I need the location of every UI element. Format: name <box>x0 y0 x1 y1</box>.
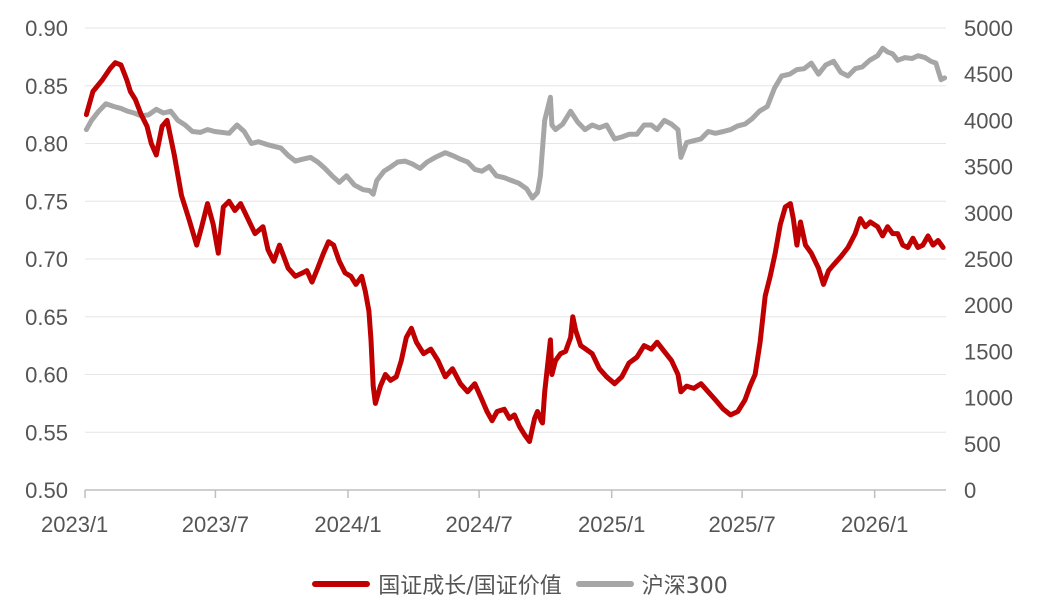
x-tick-label: 2025/1 <box>578 512 645 537</box>
left-y-tick-label: 0.80 <box>25 132 68 157</box>
x-tick-label: 2024/1 <box>314 512 381 537</box>
chart-canvas: 0.50 0.55 0.60 0.65 0.70 0.75 0.80 0.85 0.90 0 50… <box>25 16 1013 537</box>
right-y-tick-label: 2500 <box>964 247 1013 272</box>
left-y-tick-label: 0.60 <box>25 363 68 388</box>
left-y-tick-label: 0.70 <box>25 247 68 272</box>
series-layer <box>83 45 948 444</box>
legend: 国证成长/国证价值 沪深300 <box>0 568 1040 600</box>
right-y-tick-label: 1500 <box>964 339 1013 364</box>
series-line-csi300 <box>83 45 948 201</box>
right-y-tick-label: 500 <box>964 432 1001 457</box>
legend-item-growth-value-ratio: 国证成长/国证价值 <box>312 568 562 600</box>
left-y-tick-label: 0.55 <box>25 420 68 445</box>
x-tick-label: 2023/7 <box>182 512 249 537</box>
right-y-tick-label: 4000 <box>964 108 1013 133</box>
series-line-growth-value-ratio <box>83 60 946 444</box>
legend-swatch-red <box>312 581 371 587</box>
legend-label-csi300: 沪深300 <box>641 574 728 599</box>
left-y-tick-label: 0.65 <box>25 305 68 330</box>
x-tick-label: 2023/1 <box>41 512 108 537</box>
left-y-tick-label: 0.50 <box>25 478 68 503</box>
right-y-tick-label: 0 <box>964 478 976 503</box>
right-y-tick-label: 3500 <box>964 155 1013 180</box>
right-y-tick-label: 4500 <box>964 62 1013 87</box>
right-y-tick-labels: 0 500 1000 1500 2000 2500 3000 3500 4000 4500 5000 <box>964 16 1013 503</box>
right-y-tick-label: 1000 <box>964 386 1013 411</box>
x-tick-label: 2026/1 <box>841 512 908 537</box>
legend-swatch-gray <box>575 581 634 587</box>
left-y-tick-label: 0.90 <box>25 16 68 41</box>
right-y-tick-label: 3000 <box>964 201 1013 226</box>
legend-item-csi300: 沪深300 <box>575 568 728 600</box>
x-tick-labels: 2023/1 2023/7 2024/1 2024/7 2025/1 2025/7 2026… <box>41 512 908 537</box>
x-tick-label: 2024/7 <box>445 512 512 537</box>
left-y-tick-labels: 0.50 0.55 0.60 0.65 0.70 0.75 0.80 0.85 0.90 <box>25 16 68 503</box>
x-tick-label: 2025/7 <box>708 512 775 537</box>
right-y-tick-label: 2000 <box>964 293 1013 318</box>
legend-label-growth-value-ratio: 国证成长/国证价值 <box>378 574 562 599</box>
left-y-tick-label: 0.85 <box>25 74 68 99</box>
axes <box>84 489 946 498</box>
right-y-tick-label: 5000 <box>964 16 1013 41</box>
left-y-tick-label: 0.75 <box>25 189 68 214</box>
